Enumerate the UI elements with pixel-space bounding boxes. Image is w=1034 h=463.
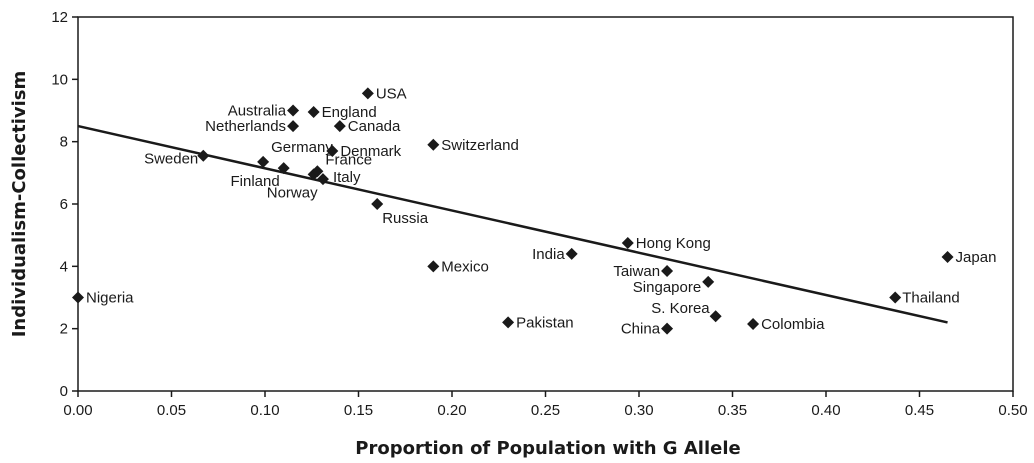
point-singapore	[702, 275, 715, 288]
point-denmark	[326, 145, 339, 158]
point-australia	[287, 104, 300, 117]
point-russia	[371, 198, 384, 210]
y-tick-label: 12	[51, 9, 68, 26]
point-japan	[941, 250, 954, 263]
axes: 0.00 0.05 0.10 0.15 0.20 0.25 0.30 0.35 0.40 0.45…	[51, 9, 1027, 419]
trendline	[77, 124, 948, 324]
point-label-usa: USA	[376, 85, 407, 102]
y-tick-label: 2	[60, 321, 68, 338]
point-thailand	[889, 291, 902, 304]
point-label-netherlands: Netherlands	[205, 118, 286, 135]
point-label-colombia: Colombia	[761, 316, 825, 333]
point-label-japan: Japan	[956, 249, 997, 266]
point-finland	[277, 162, 290, 175]
point-switzerland	[427, 138, 440, 151]
point-label-finland: Finland	[230, 173, 279, 190]
x-tick-label: 0.40	[811, 402, 840, 419]
points-group	[72, 87, 954, 335]
point-usa	[361, 87, 374, 100]
point-label-thailand: Thailand	[902, 290, 960, 307]
point-nigeria	[72, 291, 84, 304]
point-label-norway: Norway	[267, 184, 318, 201]
y-tick-label: 4	[60, 258, 68, 275]
point-label-france: France	[325, 151, 372, 168]
point-germany	[257, 155, 270, 168]
y-tick-label: 0	[60, 383, 68, 400]
x-tick-label: 0.15	[344, 402, 373, 419]
point-label-pakistan: Pakistan	[516, 314, 574, 331]
point-label-england: England	[322, 104, 377, 121]
point-label-sweden: Sweden	[144, 151, 198, 168]
point-label-mexico: Mexico	[441, 258, 489, 275]
point-label-canada: Canada	[348, 118, 401, 135]
point-mexico	[427, 260, 440, 273]
x-tick-label: 0.25	[531, 402, 560, 419]
point-pakistan	[502, 316, 515, 329]
x-tick-label: 0.10	[250, 402, 279, 419]
x-tick-label: 0.20	[437, 402, 466, 419]
point-india	[565, 247, 578, 260]
x-tick-label: 0.00	[63, 402, 92, 419]
point-label-australia: Australia	[228, 103, 287, 120]
point-france	[311, 165, 324, 178]
point-label-nigeria: Nigeria	[86, 290, 134, 307]
trendline-group	[77, 124, 948, 324]
point-colombia	[747, 317, 760, 330]
point-label-india: India	[532, 246, 565, 263]
point-label-russia: Russia	[382, 210, 429, 227]
point-china	[661, 322, 674, 335]
y-tick-label: 8	[60, 134, 68, 151]
x-tick-label: 0.50	[998, 402, 1027, 419]
point-sweden	[197, 149, 210, 162]
y-axis-title: Individualism-Collectivism	[9, 71, 30, 338]
x-tick-label: 0.05	[157, 402, 186, 419]
point-italy	[316, 173, 329, 186]
point-label-denmark: Denmark	[340, 143, 401, 160]
point-taiwan	[661, 265, 674, 278]
y-tick-label: 6	[60, 196, 68, 213]
point-label-singapore: Singapore	[633, 279, 701, 296]
point-canada	[333, 120, 346, 133]
point-label-italy: Italy	[333, 169, 361, 186]
point-label-s-korea: S. Korea	[651, 300, 710, 317]
point-england	[307, 106, 320, 119]
point-label-taiwan: Taiwan	[613, 263, 660, 280]
point-label-china: China	[621, 321, 661, 338]
point-label-switzerland: Switzerland	[441, 137, 519, 154]
x-tick-label: 0.35	[718, 402, 747, 419]
point-label-germany: Germany	[271, 139, 333, 156]
point-s-korea	[709, 310, 722, 323]
point-hong-kong	[621, 236, 634, 249]
x-axis-title: Proportion of Population with G Allele	[355, 438, 740, 459]
point-netherlands	[287, 120, 300, 133]
y-tick-label: 10	[51, 71, 68, 88]
x-tick-label: 0.30	[624, 402, 653, 419]
point-label-hong-kong: Hong Kong	[636, 235, 711, 252]
plot-frame	[77, 16, 1014, 392]
point-labels-group: Nigeria Sweden Germany Finland AustraliaNeth…	[86, 85, 996, 337]
x-tick-label: 0.45	[905, 402, 934, 419]
